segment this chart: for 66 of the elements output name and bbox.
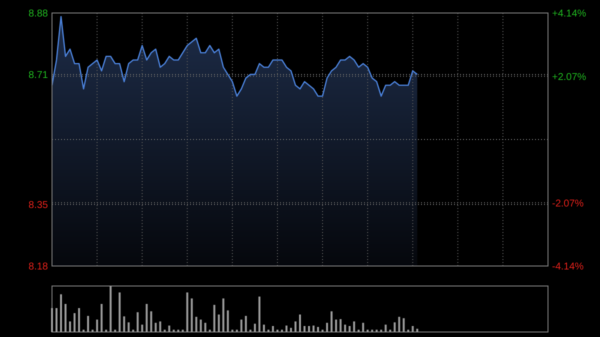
bar bbox=[394, 322, 396, 332]
bar bbox=[200, 320, 202, 332]
y2-tick-label: -4.14% bbox=[552, 262, 584, 272]
bar bbox=[312, 326, 315, 332]
bar bbox=[96, 320, 98, 332]
bar bbox=[56, 308, 58, 332]
bar bbox=[60, 294, 62, 332]
bar bbox=[398, 316, 400, 332]
bar bbox=[204, 322, 206, 332]
bar bbox=[74, 313, 76, 332]
bar bbox=[299, 314, 301, 332]
bar bbox=[64, 304, 67, 332]
bar bbox=[136, 312, 139, 332]
bar bbox=[240, 320, 242, 332]
bar bbox=[330, 311, 333, 332]
bar bbox=[141, 324, 144, 332]
bar bbox=[186, 292, 188, 332]
bar bbox=[304, 326, 306, 332]
bar bbox=[285, 326, 288, 332]
bar bbox=[412, 326, 414, 332]
bar bbox=[150, 311, 152, 332]
bar bbox=[226, 310, 229, 332]
bar bbox=[353, 321, 356, 332]
bar bbox=[69, 321, 72, 332]
bar bbox=[340, 319, 342, 332]
bar bbox=[317, 326, 320, 332]
bar bbox=[416, 328, 418, 332]
bar bbox=[402, 318, 405, 332]
bar bbox=[326, 322, 328, 332]
bar bbox=[254, 324, 256, 332]
y2-tick-label: +2.07% bbox=[552, 72, 586, 83]
y-tick-label: 8.88 bbox=[28, 8, 48, 20]
bar bbox=[222, 298, 224, 332]
y-tick-label: 8.18 bbox=[28, 262, 48, 272]
bar bbox=[168, 326, 170, 332]
bar bbox=[78, 308, 80, 332]
bar bbox=[384, 324, 387, 332]
bar bbox=[51, 308, 53, 332]
bar bbox=[335, 320, 338, 332]
bar bbox=[159, 321, 162, 332]
bar bbox=[308, 326, 310, 332]
bar bbox=[290, 328, 292, 332]
bar bbox=[294, 321, 296, 332]
y2-tick-label: +4.14% bbox=[552, 8, 586, 20]
bar bbox=[100, 304, 103, 332]
bar bbox=[118, 292, 121, 332]
bar bbox=[344, 324, 346, 332]
bar bbox=[87, 316, 90, 332]
bar bbox=[362, 322, 364, 332]
bar bbox=[244, 316, 247, 332]
bar bbox=[195, 316, 198, 332]
bar bbox=[258, 296, 260, 332]
bar bbox=[110, 286, 112, 332]
bar bbox=[348, 326, 351, 332]
bar bbox=[154, 322, 157, 332]
y2-tick-label: -2.07% bbox=[552, 198, 584, 210]
bar bbox=[190, 298, 193, 332]
bar bbox=[146, 304, 148, 332]
bar bbox=[213, 304, 216, 332]
bar bbox=[123, 316, 126, 332]
bar bbox=[218, 314, 220, 332]
bar bbox=[272, 326, 274, 332]
y-tick-label: 8.71 bbox=[28, 70, 48, 81]
y-tick-label: 8.35 bbox=[28, 200, 48, 212]
bar bbox=[128, 322, 130, 332]
bar bbox=[262, 324, 265, 332]
